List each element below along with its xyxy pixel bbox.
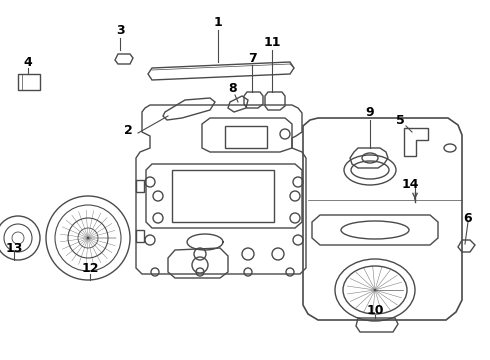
Text: 11: 11 (263, 36, 281, 49)
Text: 1: 1 (214, 15, 222, 28)
Text: 3: 3 (116, 23, 124, 36)
Bar (136, 230, 144, 242)
Text: 6: 6 (464, 212, 472, 225)
Text: 12: 12 (81, 261, 99, 275)
Bar (172, 170, 274, 222)
Text: 2: 2 (123, 123, 132, 136)
Bar (136, 180, 144, 192)
Text: 10: 10 (366, 303, 384, 316)
Text: 4: 4 (24, 55, 32, 68)
Bar (225, 126, 267, 148)
Text: 8: 8 (229, 81, 237, 95)
Text: 9: 9 (366, 105, 374, 118)
Text: 5: 5 (395, 113, 404, 126)
Text: 7: 7 (247, 51, 256, 64)
Text: 14: 14 (401, 177, 419, 190)
Text: 13: 13 (5, 242, 23, 255)
